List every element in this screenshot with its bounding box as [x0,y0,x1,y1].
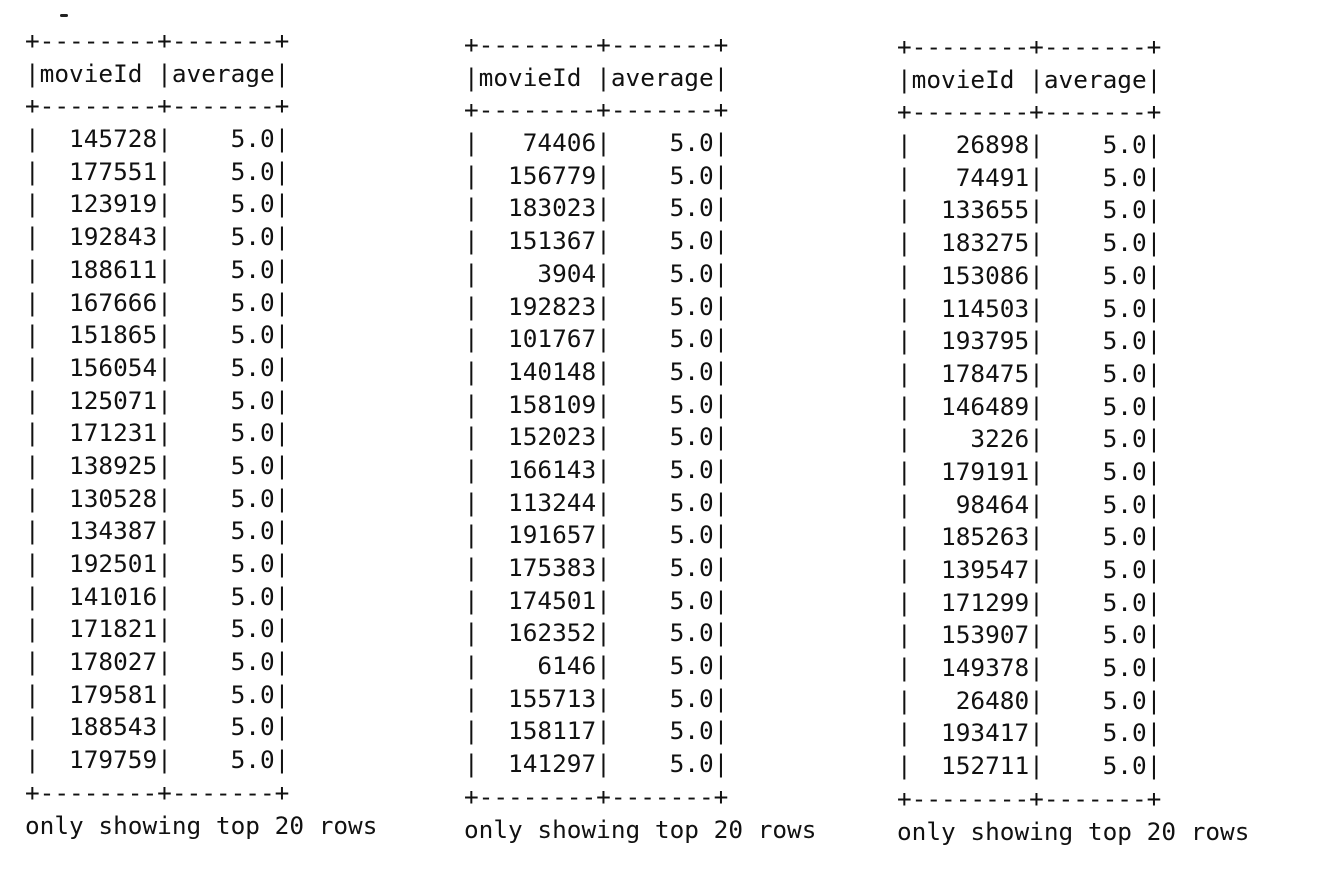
table-row: | 162352| 5.0| [464,618,729,648]
table-row: | 171231| 5.0| [25,418,290,448]
table-row: | 141297| 5.0| [464,749,729,779]
table-row: | 152711| 5.0| [897,751,1162,781]
table-border-bottom: +--------+-------+ [25,777,290,807]
table-row: | 167666| 5.0| [25,287,290,317]
result-table-3: +--------+-------+ |movieId |average| +---… [897,31,1249,848]
table-row: | 192501| 5.0| [25,549,290,578]
table-row: | 6146| 5.0| [464,651,729,681]
table-row: | 146489| 5.0| [897,391,1162,421]
table-row: | 174501| 5.0| [464,585,729,615]
table-row: | 125071| 5.0| [25,385,290,415]
row-limit-note: only showing top 20 rows [897,816,1250,846]
table-row: | 134387| 5.0| [25,516,290,546]
table-row: | 179191| 5.0| [897,456,1162,486]
table-row: | 101767| 5.0| [464,324,729,354]
table-row: | 175383| 5.0| [464,553,729,582]
table-row: | 74491| 5.0| [897,162,1162,192]
table-row: | 151865| 5.0| [25,320,290,350]
table-row: | 178475| 5.0| [897,358,1162,388]
table-row: | 188543| 5.0| [25,712,290,742]
table-row: | 192843| 5.0| [25,222,290,252]
table-row: | 130528| 5.0| [25,483,290,513]
row-limit-note: only showing top 20 rows [464,814,817,844]
table-row: | 171821| 5.0| [25,614,290,644]
table-row: | 138925| 5.0| [25,450,290,480]
table-row: | 156054| 5.0| [25,352,290,382]
table-row: | 193795| 5.0| [897,326,1162,356]
table-row: | 166143| 5.0| [464,454,729,484]
table-row: | 114503| 5.0| [897,293,1162,323]
table-row: | 171299| 5.0| [897,587,1162,617]
table-row: | 155713| 5.0| [464,683,729,713]
row-limit-note: only showing top 20 rows [25,810,378,840]
table-row: | 98464| 5.0| [897,489,1162,519]
stray-mark [60,14,68,17]
table-row: | 145728| 5.0| [25,124,290,154]
table-row: | 153907| 5.0| [897,620,1162,650]
table-border-bottom: +--------+-------+ [897,783,1162,813]
table-row: | 158109| 5.0| [464,389,729,419]
table-border-mid: +--------+-------+ [25,91,290,121]
table-border-top: +--------+-------+ [25,26,290,55]
table-border-top: +--------+-------+ [897,32,1162,61]
table-border-mid: +--------+-------+ [897,97,1162,127]
table-row: | 139547| 5.0| [897,555,1162,584]
table-row: | 185263| 5.0| [897,522,1162,552]
table-border-top: +--------+-------+ [464,30,729,59]
table-row: | 151367| 5.0| [464,226,729,256]
table-row: | 183275| 5.0| [897,228,1162,258]
table-row: | 123919| 5.0| [25,189,290,219]
table-row: | 152023| 5.0| [464,422,729,452]
table-row: | 140148| 5.0| [464,356,729,386]
result-table-1: +--------+-------+ |movieId |average| +---… [25,25,377,842]
table-row: | 179581| 5.0| [25,679,290,709]
table-border-bottom: +--------+-------+ [464,781,729,811]
table-row: | 192823| 5.0| [464,291,729,321]
table-row: | 26898| 5.0| [897,130,1162,160]
table-row: | 193417| 5.0| [897,718,1162,748]
table-row: | 158117| 5.0| [464,716,729,746]
table-row: | 3904| 5.0| [464,258,729,288]
table-row: | 191657| 5.0| [464,520,729,550]
table-row: | 149378| 5.0| [897,653,1162,683]
table-row: | 74406| 5.0| [464,128,729,158]
table-row: | 26480| 5.0| [897,685,1162,715]
table-row: | 141016| 5.0| [25,581,290,611]
table-row: | 177551| 5.0| [25,156,290,186]
table-header-row: |movieId |average| [897,64,1162,94]
table-row: | 113244| 5.0| [464,487,729,517]
table-row: | 178027| 5.0| [25,647,290,677]
table-row: | 3226| 5.0| [897,424,1162,454]
table-row: | 156779| 5.0| [464,160,729,190]
table-row: | 133655| 5.0| [897,195,1162,225]
table-row: | 183023| 5.0| [464,193,729,223]
table-row: | 188611| 5.0| [25,254,290,284]
table-header-row: |movieId |average| [464,62,729,92]
table-header-row: |movieId |average| [25,58,290,88]
result-table-2: +--------+-------+ |movieId |average| +---… [464,29,816,846]
table-row: | 153086| 5.0| [897,260,1162,290]
table-row: | 179759| 5.0| [25,745,290,775]
table-border-mid: +--------+-------+ [464,95,729,125]
